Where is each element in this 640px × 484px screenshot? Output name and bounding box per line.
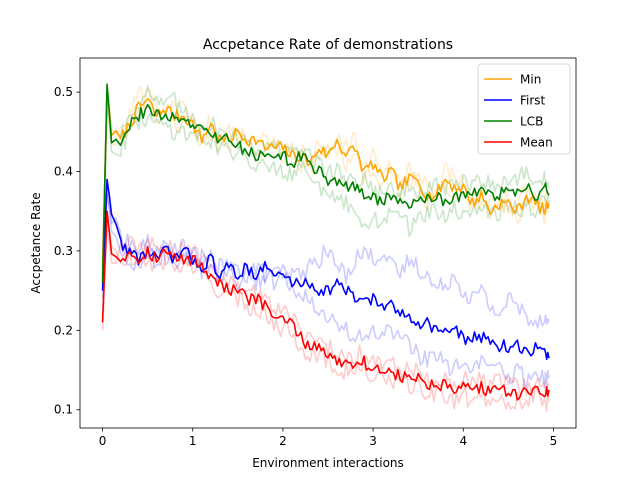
- y-tick-label: 0.5: [54, 85, 73, 99]
- y-tick-label: 0.4: [54, 165, 73, 179]
- series-run-line-min-1: [101, 85, 550, 259]
- series-run-line-min-2: [101, 83, 550, 275]
- x-tick-label: 0: [99, 434, 107, 448]
- legend-box: [477, 63, 571, 155]
- y-tick-label: 0.1: [54, 403, 73, 417]
- series-line-lcb: [101, 83, 550, 283]
- y-axis-ticks: 0.1 0.2 0.3 0.4 0.5: [54, 85, 80, 417]
- series-run-line-lcb-1: [101, 85, 550, 275]
- x-tick-label: 1: [189, 434, 197, 448]
- x-tick-label: 5: [550, 434, 558, 448]
- series-lines: [101, 83, 550, 413]
- series-run-line-first-1: [101, 194, 550, 329]
- y-tick-label: 0.2: [54, 323, 73, 337]
- series-line-mean: [101, 210, 550, 401]
- x-axis-label: Environment interactions: [252, 456, 404, 470]
- series-run-line-first-2: [101, 186, 550, 388]
- x-tick-label: 2: [279, 434, 287, 448]
- legend-label-min: Min: [520, 73, 541, 87]
- legend: Min First LCB Mean: [477, 63, 571, 155]
- plot-area: [79, 57, 577, 429]
- y-tick-label: 0.3: [54, 244, 73, 258]
- x-tick-label: 4: [459, 434, 467, 448]
- x-tick-label: 3: [369, 434, 377, 448]
- series-run-line-lcb-2: [101, 99, 550, 291]
- series-run-line-mean-1: [101, 226, 550, 397]
- legend-label-first: First: [520, 94, 546, 108]
- x-axis-ticks: 0 1 2 3 4 5: [99, 428, 558, 448]
- series-line-min: [101, 91, 550, 267]
- axes-frame: [79, 57, 577, 429]
- chart-title: Accpetance Rate of demonstrations: [203, 37, 453, 53]
- legend-label-lcb: LCB: [520, 115, 543, 129]
- y-axis-label: Accpetance Rate: [29, 192, 43, 293]
- series-line-first: [101, 178, 550, 361]
- legend-label-mean: Mean: [520, 136, 553, 150]
